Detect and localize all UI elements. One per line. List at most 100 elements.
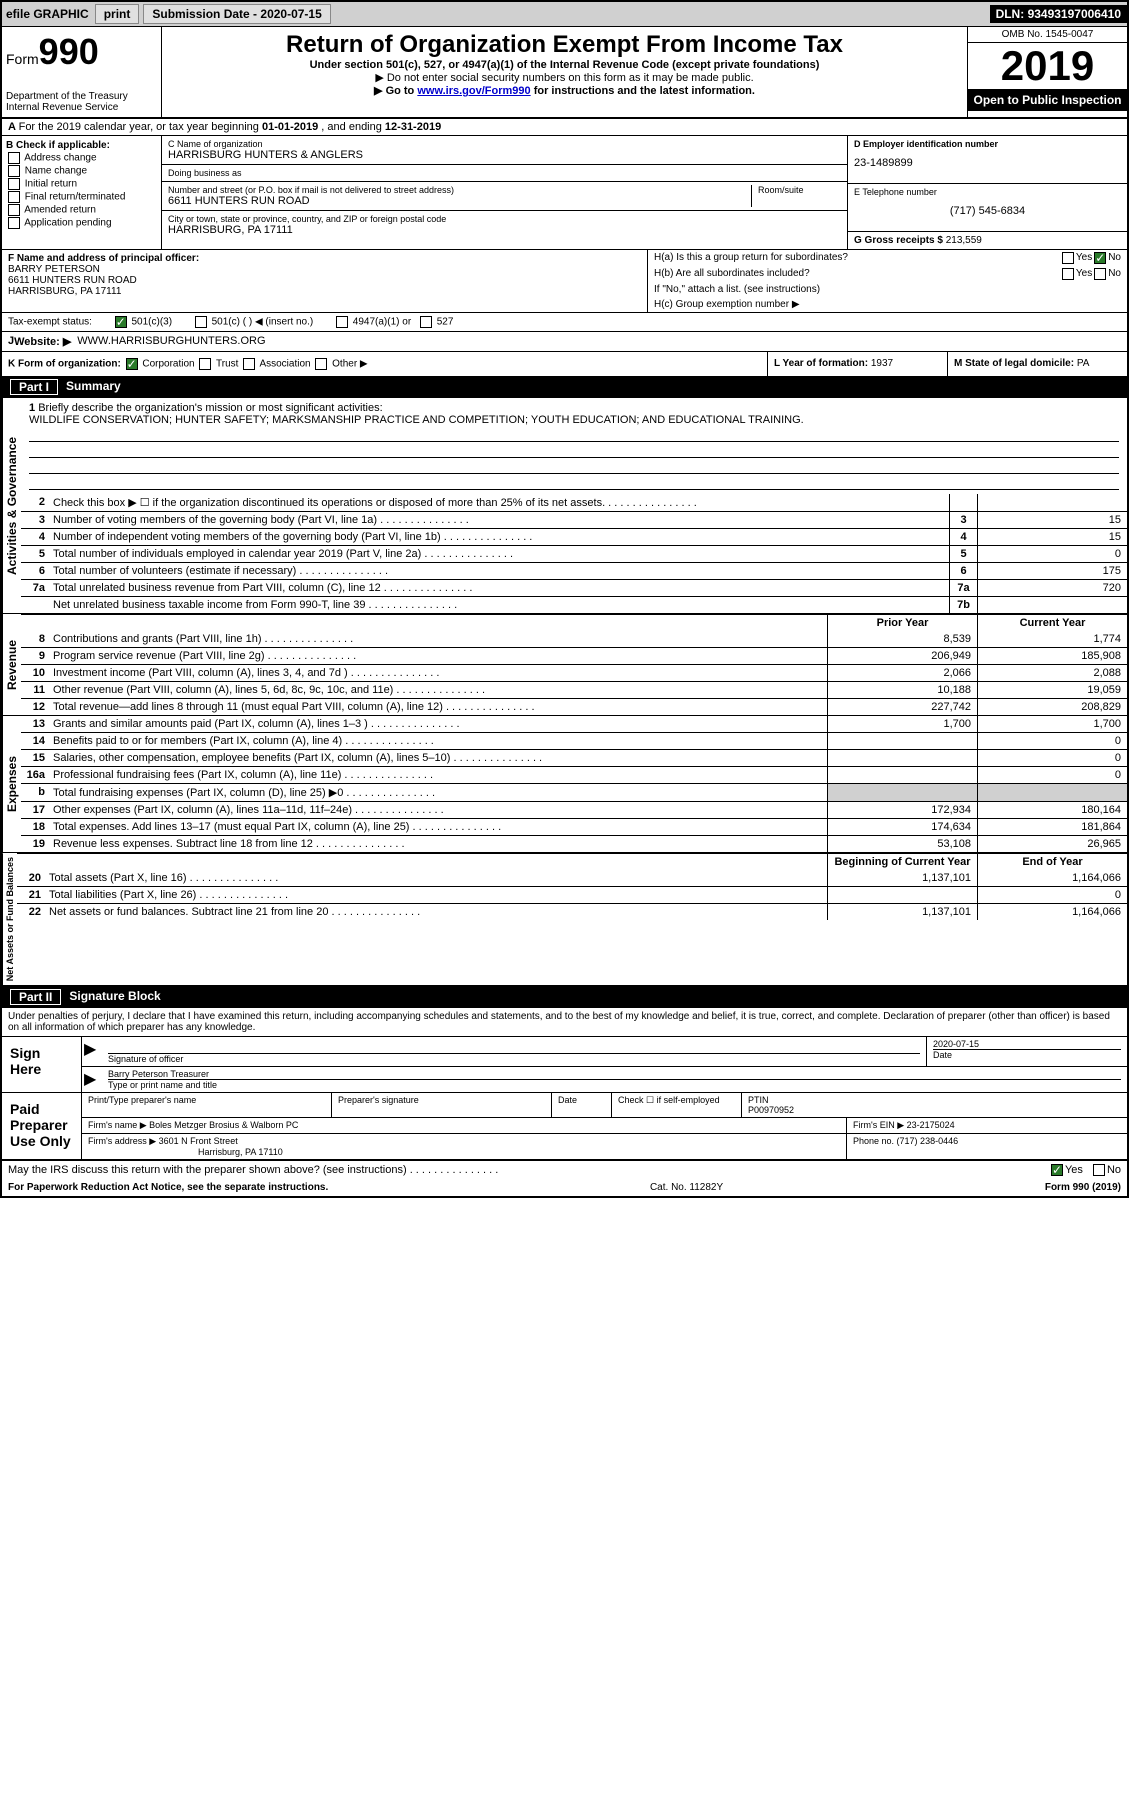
signature-intro: Under penalties of perjury, I declare th… bbox=[2, 1008, 1127, 1037]
initial-return-check[interactable]: Initial return bbox=[6, 178, 157, 190]
header-right: OMB No. 1545-0047 2019 Open to Public In… bbox=[967, 27, 1127, 117]
city-cell: City or town, state or province, country… bbox=[162, 211, 847, 239]
year-formation: L Year of formation: 1937 bbox=[767, 352, 947, 376]
line-12: 12Total revenue—add lines 8 through 11 (… bbox=[21, 698, 1127, 715]
website-row: J Website: ▶ WWW.HARRISBURGHUNTERS.ORG bbox=[2, 331, 1127, 351]
rev-colhdr: Prior Year Current Year bbox=[21, 614, 1127, 631]
topbar: efile GRAPHIC print Submission Date - 20… bbox=[2, 2, 1127, 27]
header-mid: Return of Organization Exempt From Incom… bbox=[162, 27, 967, 117]
line-5: 5Total number of individuals employed in… bbox=[21, 545, 1127, 562]
revenue-section: Revenue Prior Year Current Year 8Contrib… bbox=[2, 614, 1127, 716]
dept-treasury: Department of the Treasury Internal Reve… bbox=[6, 91, 157, 113]
gross-receipts-cell: G Gross receipts $ 213,559 bbox=[848, 232, 1127, 249]
line-13: 13Grants and similar amounts paid (Part … bbox=[21, 716, 1127, 732]
submission-date: Submission Date - 2020-07-15 bbox=[143, 4, 330, 24]
state-domicile: M State of legal domicile: PA bbox=[947, 352, 1127, 376]
line-4: 4Number of independent voting members of… bbox=[21, 528, 1127, 545]
line-b: bTotal fundraising expenses (Part IX, co… bbox=[21, 783, 1127, 801]
line-15: 15Salaries, other compensation, employee… bbox=[21, 749, 1127, 766]
line-16a: 16aProfessional fundraising fees (Part I… bbox=[21, 766, 1127, 783]
website-value: WWW.HARRISBURGHUNTERS.ORG bbox=[77, 335, 265, 348]
4947-check[interactable] bbox=[336, 316, 348, 328]
line-22: 22Net assets or fund balances. Subtract … bbox=[17, 903, 1127, 920]
exp-sidelabel: Expenses bbox=[2, 716, 21, 852]
print-button[interactable]: print bbox=[95, 4, 140, 24]
public-inspection: Open to Public Inspection bbox=[968, 89, 1127, 111]
subtitle-3: ▶ Go to www.irs.gov/Form990 for instruct… bbox=[166, 84, 963, 97]
hb-no-check[interactable] bbox=[1094, 268, 1106, 280]
org-name-cell: C Name of organization HARRISBURG HUNTER… bbox=[162, 136, 847, 165]
period-row: A For the 2019 calendar year, or tax yea… bbox=[2, 119, 1127, 136]
activities-governance-section: Activities & Governance 1 Briefly descri… bbox=[2, 398, 1127, 614]
name-change-check[interactable]: Name change bbox=[6, 165, 157, 177]
line-20: 20Total assets (Part X, line 16)1,137,10… bbox=[17, 870, 1127, 886]
form-title: Return of Organization Exempt From Incom… bbox=[166, 31, 963, 59]
527-check[interactable] bbox=[420, 316, 432, 328]
application-pending-check[interactable]: Application pending bbox=[6, 217, 157, 229]
ha-row: H(a) Is this a group return for subordin… bbox=[648, 250, 1127, 266]
line-19: 19Revenue less expenses. Subtract line 1… bbox=[21, 835, 1127, 852]
net-sidelabel: Net Assets or Fund Balances bbox=[2, 853, 17, 985]
line-14: 14Benefits paid to or for members (Part … bbox=[21, 732, 1127, 749]
year-state: L Year of formation: 1937 M State of leg… bbox=[767, 352, 1127, 376]
subtitle-2: ▶ Do not enter social security numbers o… bbox=[166, 71, 963, 84]
501c3-check[interactable] bbox=[115, 316, 127, 328]
net-colhdr: Beginning of Current Year End of Year bbox=[17, 853, 1127, 870]
principal-officer: F Name and address of principal officer:… bbox=[2, 250, 647, 312]
paid-preparer-block: Paid Preparer Use Only Print/Type prepar… bbox=[2, 1093, 1127, 1160]
sign-here-block: Sign Here ▶ Signature of officer 2020-07… bbox=[2, 1037, 1127, 1093]
org-info: C Name of organization HARRISBURG HUNTER… bbox=[162, 136, 847, 249]
line-6: 6Total number of volunteers (estimate if… bbox=[21, 562, 1127, 579]
tax-year: 2019 bbox=[968, 43, 1127, 89]
sign-here-label: Sign Here bbox=[2, 1037, 82, 1092]
501c-check[interactable] bbox=[195, 316, 207, 328]
line-17: 17Other expenses (Part IX, column (A), l… bbox=[21, 801, 1127, 818]
other-check[interactable] bbox=[315, 358, 327, 370]
final-return-check[interactable]: Final return/terminated bbox=[6, 191, 157, 203]
part-ii-header: Part II Signature Block bbox=[2, 986, 1127, 1008]
omb-number: OMB No. 1545-0047 bbox=[968, 27, 1127, 43]
dln: DLN: 93493197006410 bbox=[990, 5, 1127, 23]
paid-preparer-label: Paid Preparer Use Only bbox=[2, 1093, 82, 1159]
line-3: 3Number of voting members of the governi… bbox=[21, 511, 1127, 528]
corp-check[interactable] bbox=[126, 358, 138, 370]
footer: For Paperwork Reduction Act Notice, see … bbox=[2, 1179, 1127, 1196]
line-2: 2Check this box ▶ ☐ if the organization … bbox=[21, 494, 1127, 511]
form-990-page: efile GRAPHIC print Submission Date - 20… bbox=[0, 0, 1129, 1198]
hc-row: H(c) Group exemption number ▶ bbox=[648, 297, 1127, 312]
subtitle-1: Under section 501(c), 527, or 4947(a)(1)… bbox=[166, 59, 963, 71]
irs-link[interactable]: www.irs.gov/Form990 bbox=[417, 85, 530, 97]
line-9: 9Program service revenue (Part VIII, lin… bbox=[21, 647, 1127, 664]
address-change-check[interactable]: Address change bbox=[6, 152, 157, 164]
right-info: D Employer identification number 23-1489… bbox=[847, 136, 1127, 249]
line-7a: 7aTotal unrelated business revenue from … bbox=[21, 579, 1127, 596]
address-cell: Number and street (or P.O. box if mail i… bbox=[162, 182, 847, 211]
ha-yes-check[interactable] bbox=[1062, 252, 1074, 264]
expenses-section: Expenses 13Grants and similar amounts pa… bbox=[2, 716, 1127, 853]
part-i-header: Part I Summary bbox=[2, 376, 1127, 398]
discuss-row: May the IRS discuss this return with the… bbox=[2, 1160, 1127, 1179]
officer-and-h-row: F Name and address of principal officer:… bbox=[2, 249, 1127, 312]
k-org-row: K Form of organization: Corporation Trus… bbox=[2, 351, 1127, 376]
form-of-org: K Form of organization: Corporation Trus… bbox=[2, 352, 767, 376]
trust-check[interactable] bbox=[199, 358, 211, 370]
line-18: 18Total expenses. Add lines 13–17 (must … bbox=[21, 818, 1127, 835]
line-21: 21Total liabilities (Part X, line 26)0 bbox=[17, 886, 1127, 903]
section-b-thru-g: B Check if applicable: Address change Na… bbox=[2, 136, 1127, 249]
net-assets-section: Net Assets or Fund Balances Beginning of… bbox=[2, 853, 1127, 986]
discuss-no-check[interactable] bbox=[1093, 1164, 1105, 1176]
footer-left: For Paperwork Reduction Act Notice, see … bbox=[8, 1182, 328, 1193]
dba-cell: Doing business as bbox=[162, 165, 847, 182]
ha-no-check[interactable] bbox=[1094, 252, 1106, 264]
footer-right: Form 990 (2019) bbox=[1045, 1182, 1121, 1193]
check-if-applicable: B Check if applicable: Address change Na… bbox=[2, 136, 162, 249]
hb-yes-check[interactable] bbox=[1062, 268, 1074, 280]
discuss-yes-check[interactable] bbox=[1051, 1164, 1063, 1176]
header-left: Form990 Department of the Treasury Inter… bbox=[2, 27, 162, 117]
assoc-check[interactable] bbox=[243, 358, 255, 370]
form-number: Form990 bbox=[6, 31, 157, 73]
efile-label: efile GRAPHIC bbox=[2, 7, 93, 21]
amended-check[interactable]: Amended return bbox=[6, 204, 157, 216]
line-10: 10Investment income (Part VIII, column (… bbox=[21, 664, 1127, 681]
line-: Net unrelated business taxable income fr… bbox=[21, 596, 1127, 613]
